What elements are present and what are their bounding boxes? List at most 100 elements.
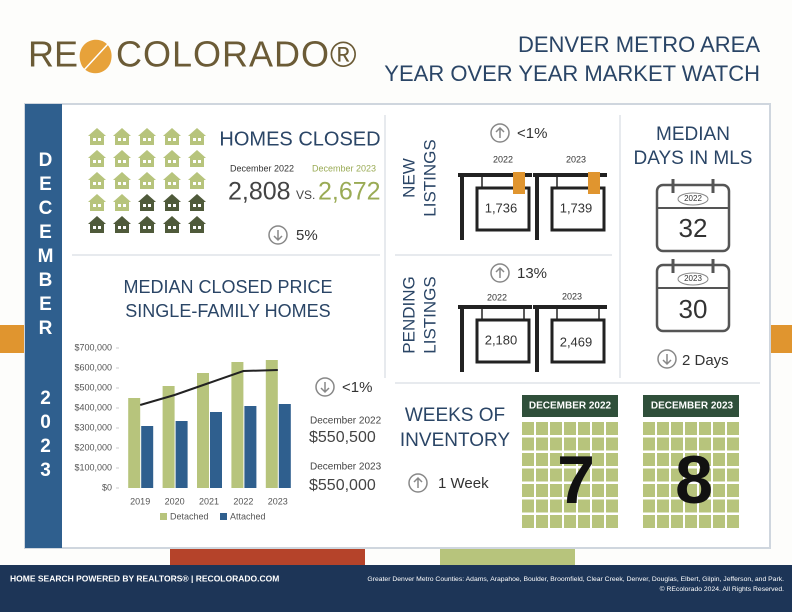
bar <box>141 426 154 488</box>
sign-board <box>475 186 531 232</box>
value: 2,808 <box>228 178 291 206</box>
legend-label: Detached <box>170 511 209 521</box>
grid-cell <box>578 468 590 482</box>
year: 2022 <box>493 154 513 164</box>
section-title: LISTINGS <box>420 276 439 353</box>
grid-cell <box>606 437 618 451</box>
house-window <box>173 138 176 141</box>
house-window <box>148 204 151 207</box>
grid-cell <box>606 453 618 466</box>
house-icon <box>188 150 206 167</box>
calendar-year-badge <box>677 272 709 286</box>
bar <box>210 412 222 488</box>
value: 7 <box>557 442 595 518</box>
grid-cell <box>578 499 590 513</box>
label: December 2022 <box>230 163 294 173</box>
grid-cell <box>606 499 618 513</box>
logo-colorado: COLORADO® <box>116 34 358 75</box>
grid-cell <box>522 453 534 466</box>
house-icon <box>163 150 181 167</box>
house-window <box>148 138 151 141</box>
house-window <box>198 182 201 185</box>
grid-cell <box>592 422 604 435</box>
grid-cell <box>522 422 534 435</box>
grid-cell <box>522 468 534 482</box>
y-tick-label: $100,000 <box>74 462 112 472</box>
house-icon <box>113 172 131 189</box>
value: $550,500 <box>309 429 376 446</box>
house-icon <box>113 128 131 145</box>
change: 1 Week <box>438 475 489 492</box>
grid-cell <box>643 468 655 482</box>
house-window <box>198 160 201 163</box>
value: 1,736 <box>485 200 518 215</box>
arrow-badge <box>268 225 288 245</box>
house-window <box>193 182 196 185</box>
grid-cell <box>536 422 548 435</box>
house-icon <box>163 172 181 189</box>
title: DENVER METRO AREA <box>518 32 760 57</box>
bar <box>231 362 244 488</box>
house-icon <box>138 150 156 167</box>
arrow <box>662 354 672 366</box>
change: 2 Days <box>682 352 729 369</box>
grid-cell <box>522 437 534 451</box>
house-window <box>148 182 151 185</box>
grid-cell <box>671 437 683 451</box>
grid-cell <box>522 515 534 528</box>
grid-cell <box>727 499 739 513</box>
grid-cell <box>713 422 725 435</box>
grid-cell <box>699 484 711 497</box>
sign-tag <box>588 172 600 194</box>
grid-cell <box>564 499 576 513</box>
sign-board <box>475 318 531 364</box>
bar <box>265 360 278 488</box>
label: DECEMBER 2022 <box>529 401 612 412</box>
bar <box>244 406 257 488</box>
arrow-badge <box>315 377 335 397</box>
grid-cell <box>606 422 618 435</box>
house-window <box>173 182 176 185</box>
grid-cell <box>578 422 590 435</box>
house-window <box>93 204 96 207</box>
sidebar-year: 2023 <box>35 388 56 484</box>
house-window <box>148 160 151 163</box>
arrow <box>413 476 423 488</box>
value: 1,739 <box>560 200 593 215</box>
title: YEAR OVER YEAR MARKET WATCH <box>384 61 760 86</box>
bar <box>278 404 291 488</box>
grid-cell <box>564 468 576 482</box>
house-icon <box>113 150 131 167</box>
house-window <box>143 226 146 229</box>
section-title: MEDIAN <box>656 124 730 145</box>
y-tick-label: $0 <box>102 482 112 492</box>
grid-cell <box>536 515 548 528</box>
legend-swatch <box>160 513 167 520</box>
house-icon <box>113 194 131 211</box>
house-icon <box>88 194 106 211</box>
grid-cell <box>536 437 548 451</box>
grid-cell <box>657 484 669 497</box>
house-icon <box>138 128 156 145</box>
house-window <box>93 226 96 229</box>
house-window <box>123 204 126 207</box>
arrow <box>495 266 505 278</box>
grid-cell <box>643 437 655 451</box>
house-window <box>198 226 201 229</box>
sign-tag <box>513 172 525 194</box>
house-window <box>123 182 126 185</box>
grid-cell <box>606 515 618 528</box>
section-title: INVENTORY <box>400 430 510 451</box>
value: 2,469 <box>560 334 593 349</box>
value: 32 <box>679 213 708 243</box>
house-icon <box>188 128 206 145</box>
house-window <box>193 160 196 163</box>
house-window <box>193 138 196 141</box>
house-window <box>173 160 176 163</box>
grid-cell <box>699 437 711 451</box>
grid-cell <box>699 468 711 482</box>
house-window <box>168 182 171 185</box>
section-title: PENDING <box>399 276 418 353</box>
grid-cell <box>713 515 725 528</box>
grid-cell <box>671 515 683 528</box>
